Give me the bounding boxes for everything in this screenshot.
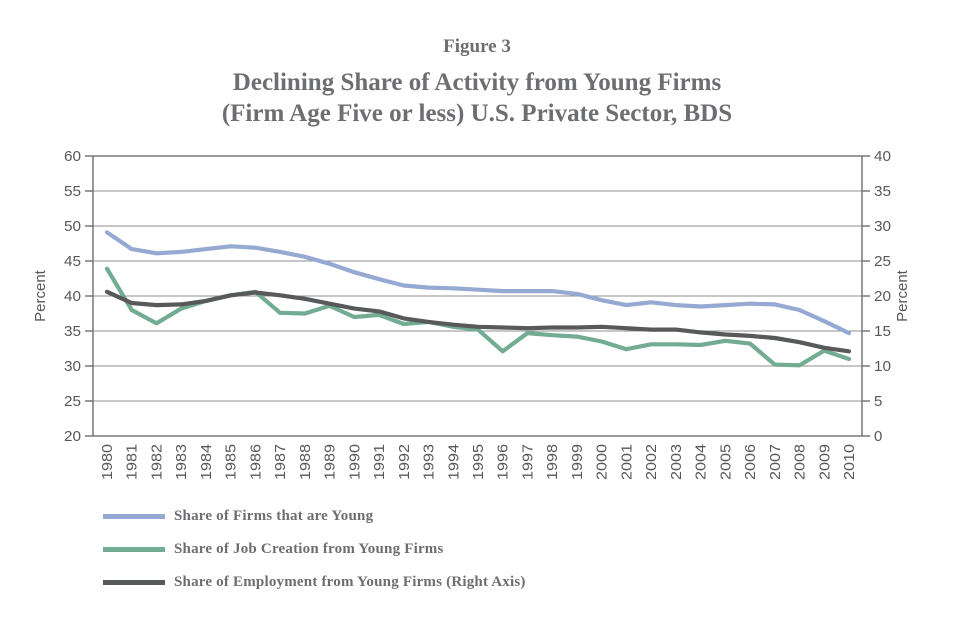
left-axis-tick-label: 50 [64, 218, 81, 235]
x-axis-year-label: 1986 [247, 444, 264, 480]
x-axis-year-label: 1981 [124, 444, 141, 480]
left-axis-tick-label: 25 [64, 393, 81, 410]
series-line-1 [104, 266, 852, 368]
right-axis-tick-label: 25 [874, 253, 891, 270]
left-axis-tick-label: 40 [64, 288, 81, 305]
x-axis-year-label: 1998 [544, 444, 561, 480]
x-axis-year-label: 1997 [519, 444, 536, 480]
x-axis-year-label: 1983 [173, 444, 190, 480]
x-axis-year-label: 1999 [569, 444, 586, 480]
right-axis-tick-label: 15 [874, 323, 891, 340]
figure-label: Figure 3 [443, 36, 511, 57]
legend-item-job-creation: Share of Job Creation from Young Firms [103, 533, 526, 566]
series-line-0 [104, 230, 852, 336]
right-axis-tick-label: 30 [874, 218, 891, 235]
x-axis-year-label: 1992 [396, 444, 413, 480]
right-axis-tick-label: 35 [874, 183, 891, 200]
x-axis-year-label: 2004 [693, 444, 710, 480]
x-axis-year-label: 1987 [272, 444, 289, 480]
legend-item-young-firms: Share of Firms that are Young [103, 500, 526, 533]
x-axis-year-label: 1991 [371, 444, 388, 480]
left-axis-tick-label: 55 [64, 183, 81, 200]
chart-title-line1: Declining Share of Activity from Young F… [232, 69, 722, 96]
x-axis-year-label: 1980 [99, 444, 116, 480]
left-axis-tick-label: 60 [64, 148, 81, 165]
x-axis-year-label: 1985 [223, 444, 240, 480]
left-axis-tick-label: 45 [64, 253, 81, 270]
legend-label-job-creation: Share of Job Creation from Young Firms [174, 541, 444, 557]
x-axis-year-label: 1984 [198, 444, 215, 480]
x-axis-year-label: 2009 [816, 444, 833, 480]
x-axis-year-label: 2007 [767, 444, 784, 480]
right-axis-title: Percent [894, 269, 911, 322]
x-axis-year-label: 1994 [445, 444, 462, 480]
legend-line-swatch-young-firms [103, 514, 165, 519]
x-axis-year-label: 2010 [841, 444, 858, 480]
x-axis-year-label: 2001 [618, 444, 635, 480]
legend-label-employment: Share of Employment from Young Firms (Ri… [174, 574, 526, 590]
legend-item-employment: Share of Employment from Young Firms (Ri… [103, 566, 526, 599]
x-axis-year-label: 2000 [594, 444, 611, 480]
chart-title-line2: (Firm Age Five or less) U.S. Private Sec… [221, 100, 733, 127]
x-axis-year-label: 1982 [148, 444, 165, 480]
x-axis-year-label: 1989 [322, 444, 339, 480]
right-axis-tick-label: 5 [874, 393, 882, 410]
x-axis-year-label: 1995 [470, 444, 487, 480]
x-axis-year-label: 1993 [421, 444, 438, 480]
right-axis-tick-label: 20 [874, 288, 891, 305]
x-axis-year-label: 1990 [346, 444, 363, 480]
left-axis-title: Percent [32, 269, 49, 322]
left-axis-tick-label: 35 [64, 323, 81, 340]
chart-legend: Share of Firms that are Young Share of J… [103, 500, 526, 599]
left-axis-tick-label: 30 [64, 358, 81, 375]
legend-label-young-firms: Share of Firms that are Young [174, 508, 374, 524]
x-axis-year-label: 1996 [495, 444, 512, 480]
chart-title-block: Figure 3 Declining Share of Activity fro… [0, 36, 954, 129]
left-axis-tick-label: 20 [64, 428, 81, 445]
right-axis-tick-label: 40 [874, 148, 891, 165]
x-axis-year-label: 2008 [792, 444, 809, 480]
x-axis-year-label: 2006 [742, 444, 759, 480]
x-axis-year-label: 2005 [717, 444, 734, 480]
x-axis-year-label: 2003 [668, 444, 685, 480]
series-line-2 [104, 289, 852, 354]
x-axis-year-label: 1988 [297, 444, 314, 480]
x-axis-year-label: 2002 [643, 444, 660, 480]
right-axis-tick-label: 0 [874, 428, 882, 445]
legend-line-swatch-employment [103, 580, 165, 585]
right-axis-tick-label: 10 [874, 358, 891, 375]
legend-line-swatch-job-creation [103, 547, 165, 552]
